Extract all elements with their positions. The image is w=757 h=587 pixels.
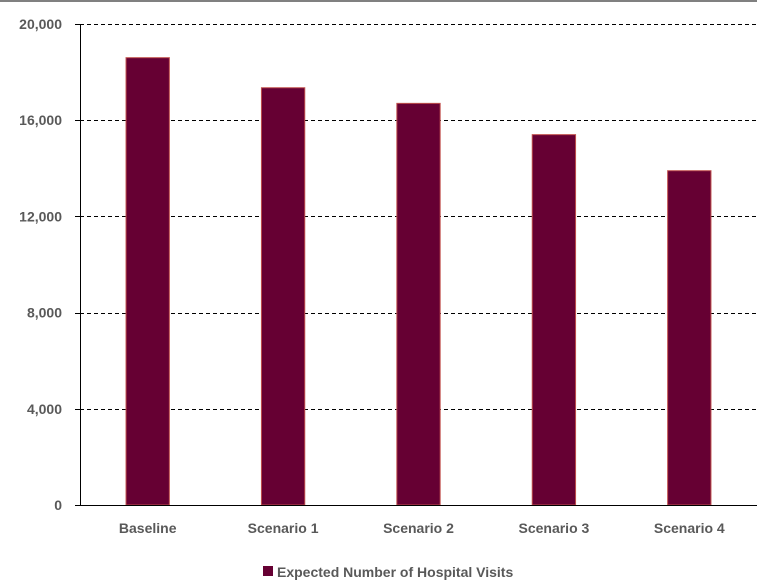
axes [75,24,757,506]
x-tick-label-scenario-4: Scenario 4 [654,520,725,536]
bar-scenario-1 [260,87,306,506]
y-tick-label-5: 20,000 [19,16,62,32]
y-tick-labels: 0 4,000 8,000 12,000 16,000 20,000 [19,16,62,513]
x-tick-label-scenario-1: Scenario 1 [248,520,319,536]
x-tick-label-baseline: Baseline [119,520,177,536]
legend: Expected Number of Hospital Visits [263,564,513,580]
x-tick-label-scenario-2: Scenario 2 [383,520,454,536]
legend-swatch [263,566,273,576]
y-tick-label-0: 0 [54,497,62,513]
bar-scenario-3 [531,134,577,506]
y-tick-label-4: 16,000 [19,112,62,128]
y-tick-label-3: 12,000 [19,208,62,224]
legend-label: Expected Number of Hospital Visits [277,564,513,580]
x-tick-labels: Baseline Scenario 1 Scenario 2 Scenario 3 Sc… [119,520,725,536]
x-tick-label-scenario-3: Scenario 3 [518,520,589,536]
bar-scenario-2 [396,102,441,506]
y-tick-label-1: 4,000 [27,401,62,417]
bar-scenario-4 [667,170,712,506]
y-tick-label-2: 8,000 [27,305,62,321]
bars [125,57,712,506]
bar-baseline [125,57,170,506]
